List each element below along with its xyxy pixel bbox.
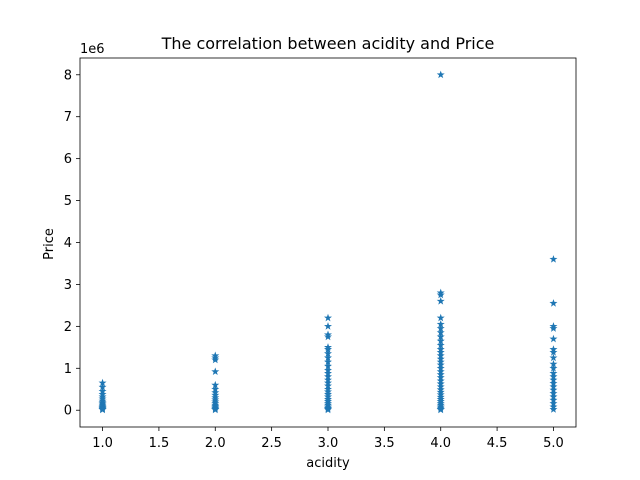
data-point [324, 357, 332, 366]
data-point [549, 405, 558, 413]
x-axis-ticks: 1.0 1.5 2.0 2.5 3.0 3.5 4.0 4.5 5.0 [92, 427, 564, 451]
data-point [549, 324, 558, 332]
y-tick-label: 0 [64, 404, 72, 419]
x-tick-label: 2.5 [261, 436, 282, 451]
data-point [211, 367, 220, 376]
data-point [549, 364, 558, 372]
y-axis-offset-label: 1e6 [80, 42, 105, 57]
data-point [436, 341, 445, 349]
data-point [549, 299, 558, 307]
y-tick-label: 6 [64, 152, 72, 167]
x-tick-label: 4.5 [487, 436, 508, 451]
y-tick-label: 3 [64, 278, 72, 293]
x-tick-label: 4.0 [430, 436, 451, 451]
data-point [436, 320, 445, 328]
data-point [436, 324, 445, 332]
data-point [549, 359, 558, 368]
data-point [324, 405, 332, 414]
x-tick-label: 1.0 [92, 436, 113, 451]
y-tick-label: 2 [64, 320, 72, 335]
x-tick-label: 3.5 [374, 436, 395, 451]
data-point [436, 313, 445, 322]
data-point [211, 355, 220, 364]
data-point [436, 70, 445, 79]
x-axis-label: acidity [306, 456, 350, 471]
data-point [436, 336, 445, 345]
y-tick-label: 8 [64, 68, 72, 83]
data-point [98, 405, 107, 414]
y-axis-label: Price [42, 228, 57, 260]
data-point [549, 255, 558, 263]
data-point [324, 313, 332, 322]
y-tick-label: 5 [64, 194, 72, 209]
x-tick-label: 3.0 [318, 436, 339, 451]
data-point [549, 334, 558, 343]
data-point [324, 345, 332, 353]
data-point [436, 332, 445, 341]
data-point [324, 322, 332, 330]
x-tick-label: 2.0 [205, 436, 226, 451]
data-point [324, 362, 332, 370]
data-point [436, 297, 445, 305]
data-point [324, 349, 332, 358]
data-point [436, 290, 445, 299]
y-tick-label: 1 [64, 362, 72, 377]
data-point [549, 348, 558, 356]
data-point [436, 405, 445, 414]
chart-title: The correlation between acidity and Pric… [161, 34, 495, 53]
data-point [98, 382, 107, 391]
y-tick-label: 7 [64, 110, 72, 125]
data-point [549, 353, 558, 362]
data-point [98, 378, 107, 387]
data-point [436, 328, 445, 337]
data-point [211, 405, 220, 414]
y-axis-ticks: 0 1 2 3 4 5 6 7 8 [64, 68, 80, 419]
x-tick-label: 5.0 [543, 436, 564, 451]
x-tick-label: 1.5 [149, 436, 170, 451]
y-tick-label: 4 [64, 236, 72, 251]
data-point [324, 332, 332, 341]
data-point [211, 380, 220, 389]
data-point [324, 353, 332, 362]
plot-area [79, 57, 577, 428]
